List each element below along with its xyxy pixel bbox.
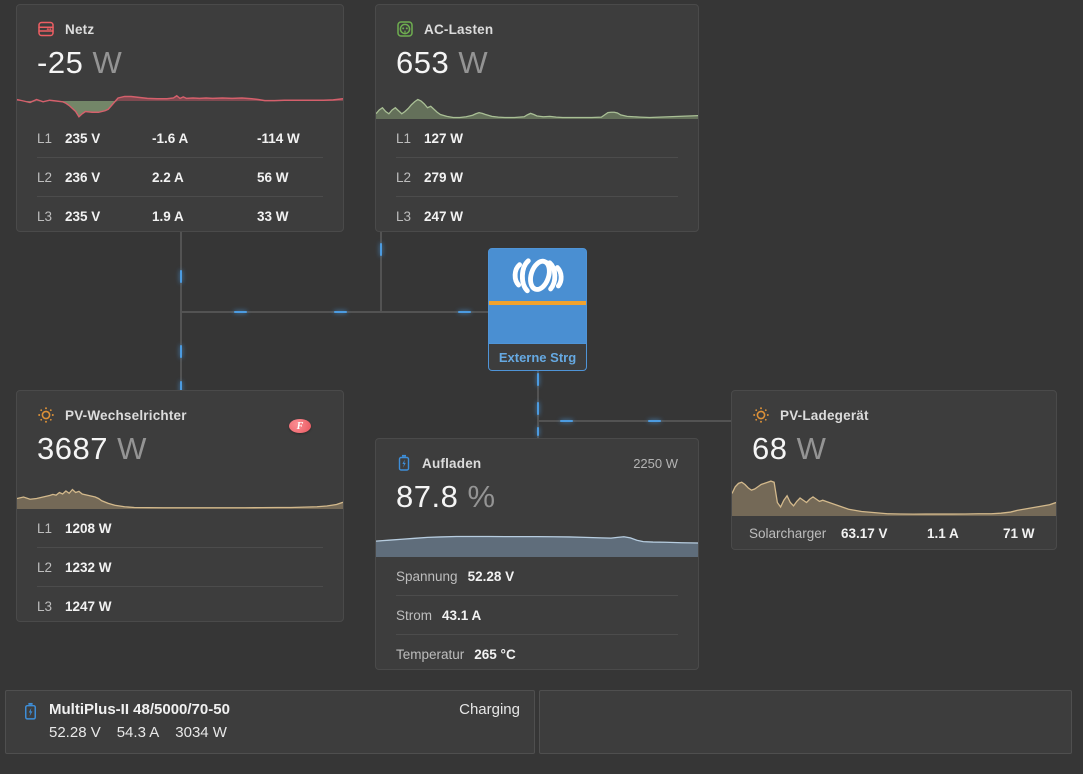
system-control-label: Externe Strg [489, 343, 586, 370]
sun-icon [752, 406, 770, 424]
flow-dash [458, 311, 471, 313]
battery-icon [22, 702, 39, 721]
pv-inverter-power-value: 3687 W [37, 431, 147, 466]
victron-logo [507, 255, 569, 297]
table-row: L3 247 W [396, 196, 678, 235]
pv-inverter-phase-table: L1 1208 W L2 1232 W L3 1247 W [17, 509, 343, 625]
flow-dash [180, 270, 182, 283]
system-control-box[interactable]: Externe Strg [488, 248, 587, 371]
battery-panel[interactable]: Aufladen 2250 W 87.8 % Spannung 52.28 V S… [375, 438, 699, 670]
battery-sparkline [376, 529, 698, 557]
grid-panel[interactable]: Netz -25 W L1 235 V -1.6 A -114 W L2 236 V… [16, 4, 344, 232]
table-row: Spannung 52.28 V [396, 568, 515, 584]
panel-title: Netz [65, 21, 95, 37]
flow-dash [334, 311, 347, 313]
inverter-power: 3034 W [175, 724, 227, 741]
table-row: L3 1247 W [37, 586, 323, 625]
panel-title: PV-Wechselrichter [65, 407, 187, 423]
table-row: L3 235 V 1.9 A 33 W [37, 196, 323, 235]
panel-title: Aufladen [422, 455, 482, 471]
flow-dash [537, 427, 539, 436]
flow-dash [380, 243, 382, 256]
empty-bar [539, 690, 1072, 754]
flow-line-system-down [537, 371, 539, 422]
grid-phase-table: L1 235 V -1.6 A -114 W L2 236 V 2.2 A 56 W… [17, 119, 343, 235]
pv-inverter-panel[interactable]: PV-Wechselrichter F 3687 W L1 1208 W L2 12… [16, 390, 344, 622]
outlet-icon [396, 20, 414, 38]
panel-title: PV-Ladegerät [780, 407, 869, 423]
ac-loads-panel[interactable]: AC-Lasten 653 W L1 127 W L2 279 W L3 247 W [375, 4, 699, 232]
table-row: Strom 43.1 A [396, 595, 678, 634]
inverter-current: 54.3 A [116, 724, 160, 741]
grid-icon [37, 20, 55, 38]
flow-dash [537, 402, 539, 415]
battery-soc-value: 87.8 % [396, 479, 496, 514]
fronius-badge: F [289, 419, 311, 433]
grid-power-value: -25 W [37, 45, 123, 80]
table-row: L1 127 W [396, 130, 464, 146]
flow-dash [648, 420, 661, 422]
table-row: L1 1208 W [37, 520, 112, 536]
inverter-name: MultiPlus-II 48/5000/70-50 [49, 701, 230, 718]
table-row: Temperatur 265 °C [396, 634, 678, 673]
table-row: Solarcharger 63.17 V 1.1 A 71 W [749, 525, 1035, 541]
table-row: L2 236 V 2.2 A 56 W [37, 157, 323, 196]
multiplus-bar[interactable]: MultiPlus-II 48/5000/70-50 52.28 V 54.3 … [5, 690, 535, 754]
flow-dash [180, 345, 182, 358]
pv-inverter-sparkline [17, 479, 343, 509]
flow-line-pvcharger-horizontal [538, 420, 731, 422]
victron-logo-area [489, 249, 586, 343]
pv-charger-power-value: 68 W [752, 431, 827, 466]
grid-sparkline [17, 89, 343, 119]
table-row: L2 1232 W [37, 547, 323, 586]
sun-icon [37, 406, 55, 424]
battery-icon [396, 454, 412, 472]
flow-dash [537, 373, 539, 386]
ac-loads-power-value: 653 W [396, 45, 489, 80]
flow-line-acloads-down [380, 232, 382, 313]
panel-title: AC-Lasten [424, 21, 494, 37]
inverter-status-badge: Charging [459, 701, 520, 718]
inverter-voltage: 52.28 V [49, 724, 101, 741]
battery-charge-power: 2250 W [633, 455, 678, 471]
flow-dash [234, 311, 247, 313]
ac-loads-phase-table: L1 127 W L2 279 W L3 247 W [376, 119, 698, 235]
pv-charger-sparkline [732, 471, 1056, 516]
flow-dash [560, 420, 573, 422]
inverter-values: 52.28 V 54.3 A 3034 W [49, 724, 230, 741]
battery-detail-table: Spannung 52.28 V Strom 43.1 A Temperatur 26… [376, 557, 698, 673]
pv-charger-panel[interactable]: PV-Ladegerät 68 W Solarcharger 63.17 V 1… [731, 390, 1057, 550]
table-row: L2 279 W [396, 157, 678, 196]
table-row: L1 235 V -1.6 A -114 W [37, 130, 300, 146]
flow-dash [180, 381, 182, 394]
victron-orange-stripe [489, 301, 586, 305]
ac-loads-sparkline [376, 89, 698, 119]
pv-charger-table: Solarcharger 63.17 V 1.1 A 71 W [732, 516, 1056, 550]
